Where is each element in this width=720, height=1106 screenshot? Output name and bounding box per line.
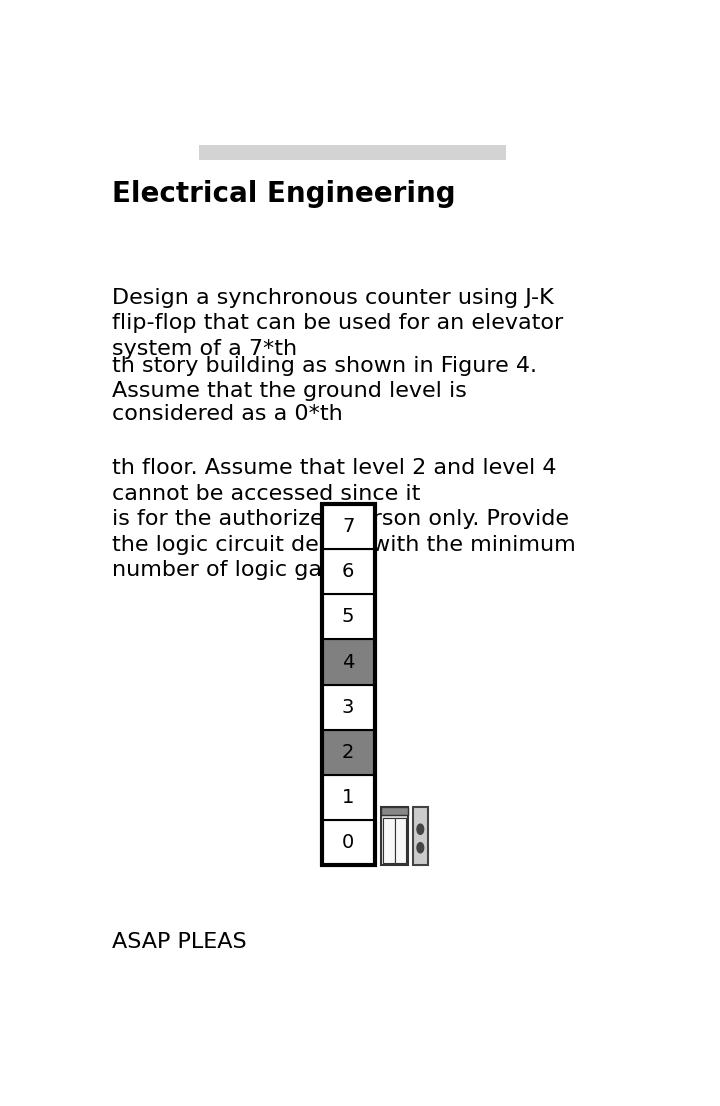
Bar	[413, 807, 428, 865]
Text: 2: 2	[342, 743, 354, 762]
Bar	[382, 807, 408, 815]
Text: 0: 0	[342, 833, 354, 852]
Bar	[395, 817, 406, 863]
Circle shape	[417, 843, 423, 853]
Text: 1: 1	[342, 787, 354, 807]
Bar	[322, 504, 374, 550]
Text: 7: 7	[342, 518, 354, 536]
Text: 5: 5	[342, 607, 354, 626]
Text: th floor. Assume that level 2 and level 4
cannot be accessed since it
is for the: th floor. Assume that level 2 and level …	[112, 458, 576, 581]
Text: Electrical Engineering: Electrical Engineering	[112, 179, 456, 208]
Bar	[199, 145, 505, 160]
Text: ASAP PLEAS: ASAP PLEAS	[112, 932, 247, 952]
Text: considered as a 0*th: considered as a 0*th	[112, 404, 343, 424]
Bar	[382, 807, 408, 865]
Bar	[322, 775, 374, 820]
Text: th story building as shown in Figure 4.
Assume that the ground level is: th story building as shown in Figure 4. …	[112, 356, 537, 401]
Bar	[322, 730, 374, 775]
Text: 4: 4	[342, 653, 354, 671]
Text: 6: 6	[342, 562, 354, 582]
Bar	[322, 504, 374, 865]
Bar	[322, 685, 374, 730]
Bar	[322, 639, 374, 685]
Bar	[383, 817, 395, 863]
Bar	[322, 594, 374, 639]
Text: 3: 3	[342, 698, 354, 717]
Text: Design a synchronous counter using J-K
flip-flop that can be used for an elevato: Design a synchronous counter using J-K f…	[112, 288, 564, 359]
Circle shape	[417, 824, 423, 834]
Bar	[322, 820, 374, 865]
Bar	[322, 550, 374, 594]
